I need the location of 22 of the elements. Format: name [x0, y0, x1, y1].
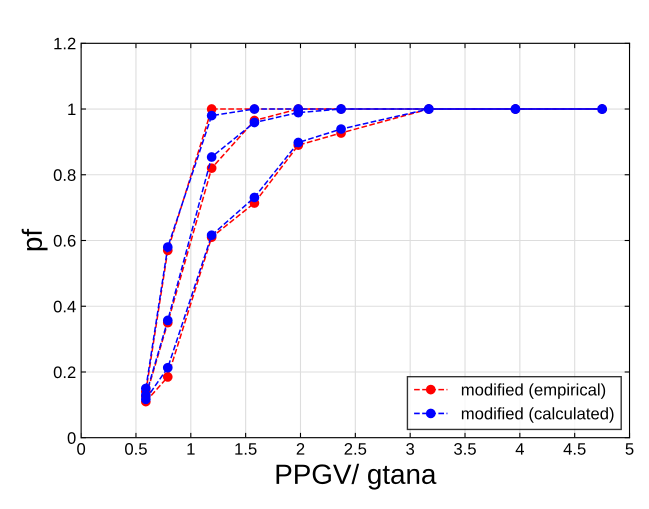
x-axis-title: PPGV/ gtana	[276, 464, 436, 490]
y-tick-label: 0.8	[54, 169, 76, 181]
x-tick-label: 2	[296, 443, 304, 455]
y-tick-label: 0.6	[54, 234, 76, 247]
legend-label: modified (calculated)	[462, 407, 614, 423]
y-tick-label: 0.2	[54, 366, 76, 378]
legend-label: modified (empirical)	[462, 383, 606, 399]
x-tick-label: 0	[77, 443, 86, 455]
y-axis-title: pf	[22, 228, 48, 250]
x-tick-label: 5	[626, 443, 634, 455]
x-tick-label: 1	[187, 443, 195, 455]
x-tick-label: 4	[516, 443, 524, 455]
x-tick-label: 4.5	[563, 443, 586, 455]
x-tick-label: 0.5	[125, 443, 147, 455]
x-tick-label: 3.5	[454, 443, 476, 455]
x-tick-label: 2.5	[344, 443, 366, 455]
y-tick-label: 1	[68, 104, 76, 116]
y-tick-label: 0.4	[54, 300, 76, 312]
x-tick-label: 1.5	[235, 443, 257, 455]
y-tick-label: 1.2	[54, 38, 76, 50]
y-tick-label: 0	[68, 432, 76, 444]
x-tick-label: 3	[406, 443, 414, 455]
